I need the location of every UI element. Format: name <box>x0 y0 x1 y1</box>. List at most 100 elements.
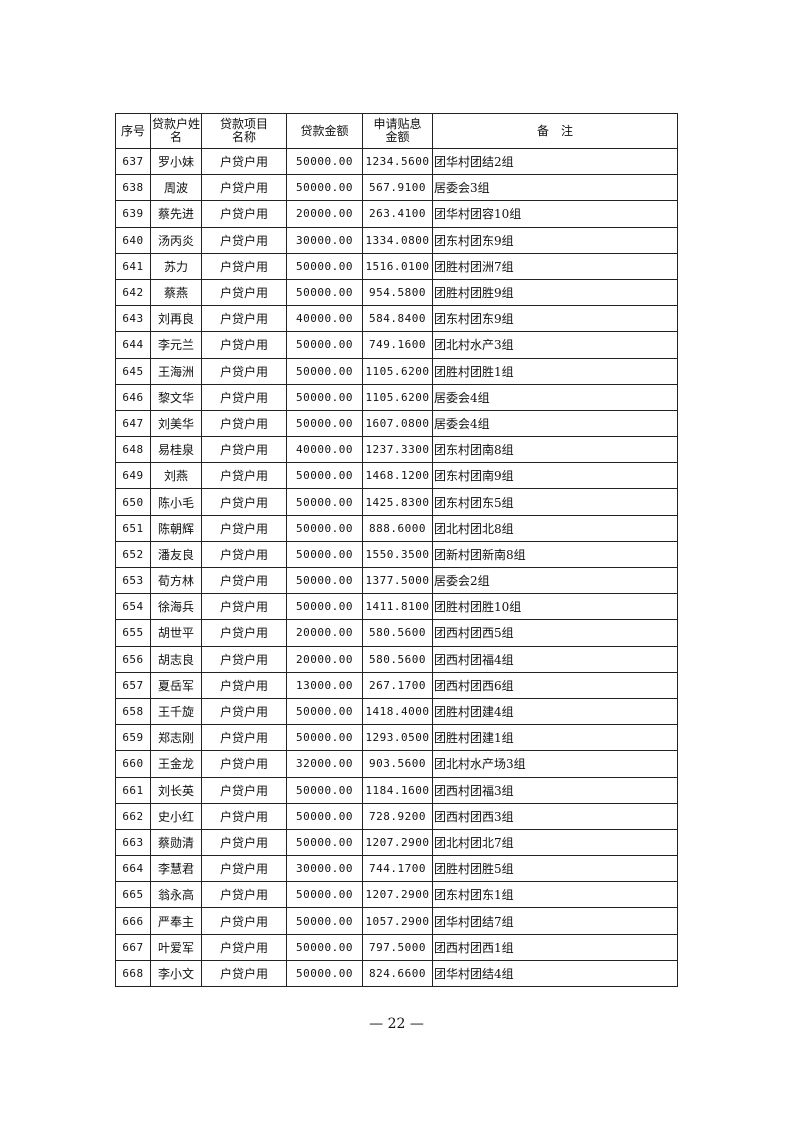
cell-remark: 居委会4组 <box>432 383 678 411</box>
cell-amount: 30000.00 <box>286 226 363 254</box>
table-row: 655 胡世平 户贷户用 20000.00 580.5600 团西村团西5组 <box>115 619 678 647</box>
cell-subsidy: 1234.5600 <box>362 147 433 176</box>
cell-seq: 645 <box>115 357 151 385</box>
cell-seq: 655 <box>115 619 151 647</box>
cell-subsidy: 1550.3500 <box>362 540 433 569</box>
header-seq: 序号 <box>115 113 151 149</box>
cell-project: 户贷户用 <box>201 907 287 935</box>
cell-name: 刘燕 <box>150 462 202 490</box>
table-row: 666 严奉主 户贷户用 50000.00 1057.2900 团华村团结7组 <box>115 907 678 935</box>
cell-subsidy: 728.9200 <box>362 802 433 830</box>
page-number: — 22 — <box>369 1016 424 1032</box>
cell-seq: 654 <box>115 593 151 621</box>
cell-name: 潘友良 <box>150 540 202 569</box>
cell-name: 严奉主 <box>150 907 202 935</box>
cell-seq: 665 <box>115 881 151 909</box>
cell-name: 蔡勋清 <box>150 828 202 857</box>
cell-remark: 团北村水产3组 <box>432 331 678 359</box>
cell-amount: 50000.00 <box>286 828 363 857</box>
cell-project: 户贷户用 <box>201 357 287 385</box>
table-row: 654 徐海兵 户贷户用 50000.00 1411.8100 团胜村团胜10组 <box>115 593 678 621</box>
cell-remark: 团胜村团建1组 <box>432 724 678 752</box>
cell-name: 黎文华 <box>150 383 202 411</box>
cell-amount: 30000.00 <box>286 855 363 883</box>
table-row: 638 周波 户贷户用 50000.00 567.9100 居委会3组 <box>115 174 678 202</box>
cell-subsidy: 567.9100 <box>362 174 433 202</box>
cell-subsidy: 1184.1600 <box>362 776 433 804</box>
cell-seq: 640 <box>115 226 151 254</box>
cell-remark: 团西村团福4组 <box>432 645 678 673</box>
cell-subsidy: 1207.2900 <box>362 828 433 857</box>
cell-project: 户贷户用 <box>201 226 287 254</box>
cell-project: 户贷户用 <box>201 802 287 830</box>
cell-amount: 20000.00 <box>286 200 363 228</box>
cell-project: 户贷户用 <box>201 933 287 961</box>
cell-project: 户贷户用 <box>201 724 287 752</box>
cell-remark: 团新村团新南8组 <box>432 540 678 569</box>
cell-subsidy: 1607.0800 <box>362 409 433 438</box>
cell-seq: 643 <box>115 305 151 333</box>
table-row: 660 王金龙 户贷户用 32000.00 903.5600 团北村水产场3组 <box>115 750 678 778</box>
cell-subsidy: 1057.2900 <box>362 907 433 935</box>
table-row: 650 陈小毛 户贷户用 50000.00 1425.8300 团东村团东5组 <box>115 488 678 516</box>
cell-remark: 团胜村团胜5组 <box>432 855 678 883</box>
cell-amount: 13000.00 <box>286 671 363 699</box>
cell-remark: 团北村团北7组 <box>432 828 678 857</box>
cell-subsidy: 954.5800 <box>362 278 433 307</box>
cell-seq: 664 <box>115 855 151 883</box>
cell-subsidy: 263.4100 <box>362 200 433 228</box>
cell-project: 户贷户用 <box>201 619 287 647</box>
cell-seq: 642 <box>115 278 151 307</box>
cell-project: 户贷户用 <box>201 200 287 228</box>
cell-name: 翁永高 <box>150 881 202 909</box>
cell-name: 李元兰 <box>150 331 202 359</box>
table-row: 646 黎文华 户贷户用 50000.00 1105.6200 居委会4组 <box>115 383 678 411</box>
cell-subsidy: 1516.0100 <box>362 252 433 280</box>
cell-amount: 40000.00 <box>286 436 363 464</box>
table-row: 667 叶爱军 户贷户用 50000.00 797.5000 团西村团西1组 <box>115 933 678 961</box>
cell-name: 叶爱军 <box>150 933 202 961</box>
cell-name: 周波 <box>150 174 202 202</box>
cell-remark: 团西村团西1组 <box>432 933 678 961</box>
cell-remark: 团西村团西5组 <box>432 619 678 647</box>
cell-amount: 50000.00 <box>286 409 363 438</box>
cell-subsidy: 903.5600 <box>362 750 433 778</box>
table-row: 668 李小文 户贷户用 50000.00 824.6600 团华村团结4组 <box>115 959 678 988</box>
cell-amount: 50000.00 <box>286 881 363 909</box>
cell-remark: 团胜村团胜10组 <box>432 593 678 621</box>
header-project: 贷款项目名称 <box>201 113 287 149</box>
table-row: 643 刘再良 户贷户用 40000.00 584.8400 团东村团东9组 <box>115 305 678 333</box>
cell-amount: 50000.00 <box>286 540 363 569</box>
cell-name: 胡志良 <box>150 645 202 673</box>
table-row: 641 苏力 户贷户用 50000.00 1516.0100 团胜村团洲7组 <box>115 252 678 280</box>
cell-seq: 657 <box>115 671 151 699</box>
cell-amount: 50000.00 <box>286 802 363 830</box>
table-row: 657 夏岳军 户贷户用 13000.00 267.1700 团西村团西6组 <box>115 671 678 699</box>
cell-name: 陈小毛 <box>150 488 202 516</box>
cell-remark: 团胜村团胜1组 <box>432 357 678 385</box>
cell-seq: 650 <box>115 488 151 516</box>
cell-name: 汤丙炎 <box>150 226 202 254</box>
table-row: 662 史小红 户贷户用 50000.00 728.9200 团西村团西3组 <box>115 802 678 830</box>
cell-project: 户贷户用 <box>201 828 287 857</box>
cell-amount: 50000.00 <box>286 776 363 804</box>
table-row: 639 蔡先进 户贷户用 20000.00 263.4100 团华村团容10组 <box>115 200 678 228</box>
cell-amount: 20000.00 <box>286 619 363 647</box>
cell-subsidy: 1207.2900 <box>362 881 433 909</box>
cell-seq: 656 <box>115 645 151 673</box>
cell-amount: 50000.00 <box>286 697 363 726</box>
cell-name: 苏力 <box>150 252 202 280</box>
cell-subsidy: 584.8400 <box>362 305 433 333</box>
cell-seq: 668 <box>115 959 151 988</box>
header-subsidy: 申请贴息金额 <box>362 113 433 149</box>
subsidy-table: 序号 贷款户姓 名 贷款项目名称 贷款金额 申请贴息金额 备 注 637 罗小妹户… <box>115 113 678 988</box>
cell-subsidy: 1425.8300 <box>362 488 433 516</box>
cell-name: 蔡燕 <box>150 278 202 307</box>
cell-subsidy: 1105.6200 <box>362 383 433 411</box>
cell-name: 王海洲 <box>150 357 202 385</box>
cell-seq: 658 <box>115 697 151 726</box>
table-row: 659 郑志刚 户贷户用 50000.00 1293.0500 团胜村团建1组 <box>115 724 678 752</box>
table-row: 642 蔡燕 户贷户用 50000.00 954.5800 团胜村团胜9组 <box>115 278 678 307</box>
cell-project: 户贷户用 <box>201 697 287 726</box>
cell-project: 户贷户用 <box>201 671 287 699</box>
